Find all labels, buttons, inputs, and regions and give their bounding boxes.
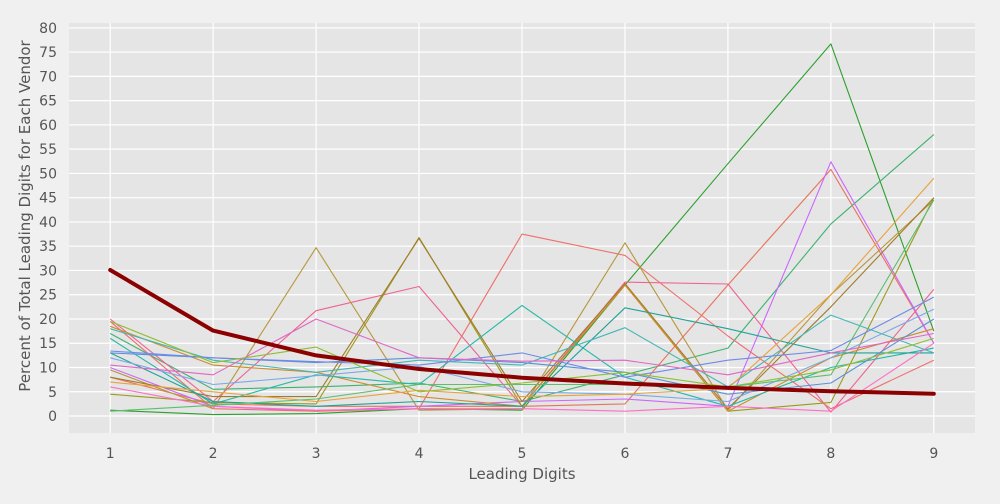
y-tick-label: 45 — [39, 191, 57, 207]
series-line-1 — [110, 43, 935, 416]
reference-series-line — [108, 268, 936, 396]
x-tick-label: 8 — [826, 446, 835, 462]
y-tick-label: 5 — [48, 385, 57, 401]
y-tick-label: 75 — [39, 45, 57, 61]
x-tick-label: 2 — [209, 446, 218, 462]
y-tick-label: 40 — [39, 215, 57, 231]
reference-line — [108, 268, 936, 396]
x-tick-label: 3 — [312, 446, 321, 462]
y-tick-label: 20 — [39, 312, 57, 328]
y-tick-label: 25 — [39, 288, 57, 304]
x-tick-label: 7 — [723, 446, 732, 462]
y-tick-label: 0 — [48, 409, 57, 425]
x-axis-label: Leading Digits — [468, 465, 575, 483]
x-axis-ticks: 1 2 3 4 5 6 7 8 9 — [106, 446, 939, 462]
series-line-11 — [109, 304, 934, 407]
y-tick-label: 50 — [39, 166, 57, 182]
series-line-20 — [109, 320, 934, 393]
series-line-9 — [110, 197, 935, 410]
series-line-19 — [110, 177, 935, 403]
series-line-6 — [109, 233, 935, 412]
y-tick-label: 35 — [39, 239, 57, 255]
x-tick-label: 4 — [415, 446, 424, 462]
y-axis-label: Percent of Total Leading Digits for Each… — [16, 39, 34, 391]
series-line-16 — [110, 308, 935, 403]
y-tick-label: 10 — [39, 360, 57, 376]
series-line-15 — [110, 296, 935, 378]
y-tick-label: 70 — [39, 69, 57, 85]
x-tick-label: 6 — [620, 446, 629, 462]
y-axis-ticks: 0 5 10 15 20 25 30 35 40 45 50 55 60 65 70 75 80 — [39, 21, 57, 425]
series-lines — [109, 43, 935, 416]
series-line-13 — [110, 314, 934, 388]
y-tick-label: 15 — [39, 336, 57, 352]
x-tick-label: 5 — [518, 446, 527, 462]
x-tick-label: 1 — [106, 446, 115, 462]
y-tick-label: 80 — [39, 21, 57, 37]
y-tick-label: 55 — [39, 142, 57, 158]
series-line-21 — [110, 199, 935, 412]
y-tick-label: 60 — [39, 118, 57, 134]
series-line-18 — [110, 342, 935, 412]
series-line-17 — [110, 318, 934, 376]
y-tick-label: 65 — [39, 94, 57, 110]
y-tick-label: 30 — [39, 263, 57, 279]
x-tick-label: 9 — [929, 446, 938, 462]
